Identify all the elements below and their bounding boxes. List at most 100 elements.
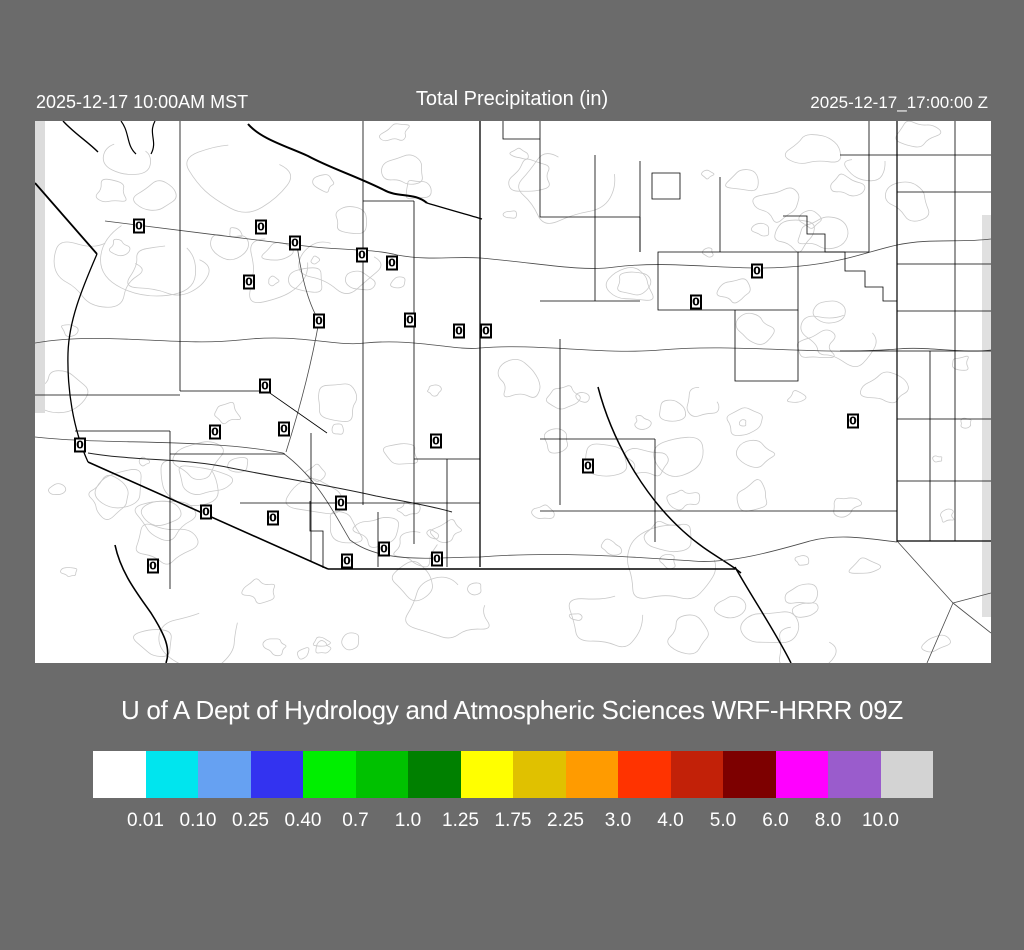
terrain-contour-line: [467, 582, 482, 596]
terrain-contour-line: [210, 234, 249, 261]
station-marker: 0: [200, 504, 212, 520]
terrain-contour-line: [518, 153, 616, 224]
terrain-contour-line: [178, 465, 234, 495]
terrain-contour-line: [133, 180, 177, 211]
terrain-contour-line: [545, 385, 581, 410]
terrain-contour-line: [921, 634, 951, 653]
terrain-contour-line: [740, 611, 800, 644]
station-marker: 0: [313, 313, 325, 329]
colorbar-cell: [775, 751, 828, 798]
colorbar-tick-label: 0.25: [232, 810, 269, 831]
terrain-contour-line: [659, 554, 676, 570]
station-marker: 0: [255, 219, 267, 235]
terrain-contour-line: [310, 255, 321, 265]
colorbar-tick-label: 1.25: [442, 810, 479, 831]
terrain-contour-line: [784, 583, 818, 604]
terrain-contour-line: [736, 479, 768, 512]
terrain-contour-line: [800, 314, 877, 367]
colorbar-tick-label: 1.0: [394, 810, 422, 831]
terrain-contour-line: [214, 402, 241, 425]
station-layer: 0 0 0 0 0 0 0 0 0 0 0 0 0 0 0 0 0 0 0 0 0 0 0 0 0 0: [35, 121, 991, 663]
colorbar-tick-label: 0.10: [179, 810, 217, 831]
page-title: Total Precipitation (in): [415, 88, 609, 110]
valid-time-utc: 2025-12-17_17:00:00 Z: [810, 93, 988, 112]
terrain-contour-line: [312, 174, 335, 193]
terrain-contour-line: [390, 276, 406, 289]
terrain-contour-line: [381, 154, 423, 185]
colorbar-cell: [513, 751, 566, 798]
terrain-contour-line: [329, 511, 363, 544]
terrain-contours: [35, 121, 972, 663]
colorbar-cell: [880, 751, 933, 798]
station-marker: 0: [430, 433, 442, 449]
station-marker: 0: [356, 247, 368, 263]
terrain-contour-line: [133, 629, 172, 657]
county-boundaries: [35, 121, 991, 589]
terrain-contour-line: [396, 501, 421, 517]
valid-time-local: 2025-12-17 10:00AM MST: [36, 92, 249, 112]
station-marker: 0: [453, 323, 465, 339]
terrain-contour-line: [791, 602, 819, 618]
terrain-contour-line: [262, 638, 287, 657]
colorbar-tick-label: 6.0: [762, 810, 789, 831]
map-canvas: 0 0 0 0 0 0 0 0 0 0 0 0 0 0 0 0 0 0 0 0 0 0 0 0 0 0: [35, 121, 991, 663]
colorbar-cell: [408, 751, 461, 798]
terrain-contour-line: [784, 134, 842, 164]
colorbar-cell: [355, 751, 408, 798]
model-attribution-title: U of A Dept of Hydrology and Atmospheric…: [121, 695, 903, 725]
terrain-contour-line: [738, 419, 747, 427]
terrain-contour-line: [315, 640, 332, 654]
terrain-contour-line: [666, 489, 701, 511]
terrain-contour-line: [383, 443, 418, 465]
terrain-contour-line: [701, 247, 714, 258]
terrain-contour-line: [172, 441, 224, 480]
terrain-contour-line: [659, 399, 687, 422]
station-marker: 0: [278, 421, 290, 437]
terrain-contour-line: [798, 210, 822, 229]
station-marker: 0: [335, 495, 347, 511]
station-marker: 0: [341, 553, 353, 569]
terrain-contour-line: [960, 417, 972, 429]
terrain-contour-line: [344, 270, 376, 291]
terrain-contour-line: [885, 181, 930, 222]
station-marker: 0: [386, 255, 398, 271]
terrain-contour-line: [430, 519, 462, 543]
terrain-contour-line: [108, 238, 131, 257]
terrain-contour-line: [61, 324, 79, 337]
station-marker: 0: [74, 437, 86, 453]
terrain-contour-line: [716, 278, 751, 304]
terrain-contour-line: [352, 517, 400, 548]
terrain-contour-line: [297, 647, 310, 660]
terrain-contour-line: [713, 595, 747, 619]
map-edge-stripe-right: [982, 215, 991, 617]
terrain-contour-line: [750, 222, 770, 237]
terrain-contour-line: [830, 173, 866, 197]
colorbar-tick-label: 5.0: [709, 810, 737, 831]
terrain-contour-line: [405, 180, 432, 200]
station-marker: 0: [582, 458, 594, 474]
terrain-contour-line: [568, 613, 583, 621]
terrain-contour-line: [318, 383, 358, 422]
colorbar-labels: 0.01 0.10 0.25 0.40 0.7 1.0 1.25 1.75 2.25 3.0 4.0…: [93, 810, 933, 836]
terrain-contour-line: [497, 358, 541, 398]
terrain-contour-line: [940, 508, 955, 523]
terrain-contour-line: [787, 390, 807, 403]
terrain-contour-line: [667, 614, 709, 655]
terrain-contour-line: [634, 415, 652, 430]
terrain-contour-line: [932, 455, 943, 463]
terrain-contour-line: [778, 626, 837, 663]
terrain-contour-line: [859, 371, 909, 404]
colorbar-tick-label: 2.25: [547, 810, 584, 831]
station-marker: 0: [259, 378, 271, 394]
station-marker: 0: [147, 558, 159, 574]
terrain-contour-line: [94, 469, 142, 509]
terrain-contour-line: [895, 121, 942, 148]
terrain-contour-line: [508, 158, 550, 192]
station-marker: 0: [847, 413, 859, 429]
terrain-contour-line: [95, 178, 127, 203]
colorbar-tick-label: 0.40: [284, 810, 322, 831]
terrain-contour-line: [627, 524, 717, 600]
colorbar-cell: [93, 751, 146, 798]
terrain-contour-line: [48, 483, 67, 495]
terrain-contour-line: [127, 245, 210, 296]
